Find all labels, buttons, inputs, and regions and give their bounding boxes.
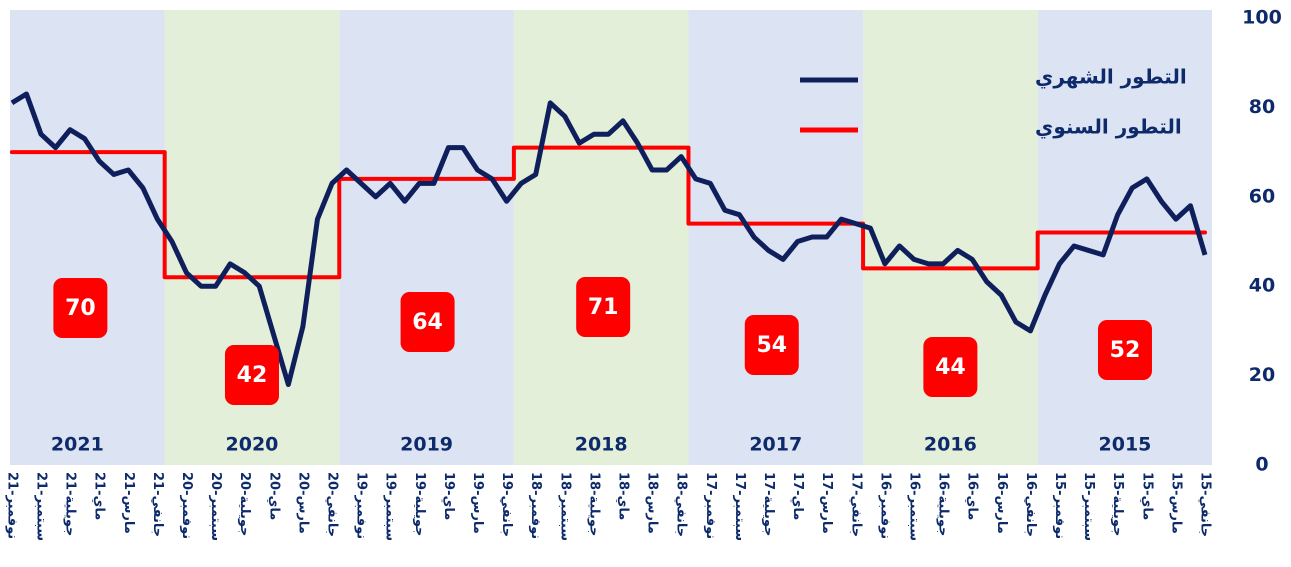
year-band — [688, 10, 864, 465]
x-tick-label: نوفمبر-16 — [877, 472, 892, 539]
year-band — [513, 10, 689, 465]
y-tick-label: 0 — [1255, 454, 1268, 476]
x-tick-label: سبتمبر-18 — [557, 472, 572, 541]
x-tick-label: ماي-21 — [92, 472, 107, 520]
y-tick-label: 40 — [1249, 275, 1275, 297]
x-tick-label: مارس-17 — [819, 472, 834, 534]
year-band — [339, 10, 514, 465]
value-box — [923, 337, 978, 397]
value-box-label: 52 — [1110, 338, 1141, 363]
x-tick-label: مارس-16 — [994, 472, 1009, 534]
x-tick-label: نوفمبر-21 — [4, 472, 19, 539]
year-label: 2020 — [226, 434, 279, 456]
year-label: 2018 — [575, 434, 628, 456]
x-tick-label: مارس-18 — [645, 472, 660, 534]
year-label: 2021 — [51, 434, 104, 456]
x-tick-label: سبتمبر-19 — [383, 472, 398, 541]
year-label: 2019 — [400, 434, 453, 456]
x-tick-label: جويلية-19 — [412, 472, 427, 536]
x-tick-label: جانفي-17 — [848, 472, 863, 537]
x-tick-label: جويلية-15 — [1110, 472, 1125, 536]
y-tick-label: 100 — [1242, 7, 1282, 29]
x-tick-label: مارس-19 — [470, 472, 485, 534]
x-tick-label: نوفمبر-19 — [354, 472, 369, 539]
value-box — [744, 315, 799, 375]
x-tick-label: جانفي-15 — [1198, 472, 1213, 537]
x-tick-label: مارس-15 — [1168, 472, 1183, 534]
x-tick-label: ماي-16 — [965, 472, 980, 520]
y-tick-label: 80 — [1249, 96, 1275, 118]
x-tick-label: سبتمبر-20 — [208, 472, 223, 541]
value-box-label: 71 — [588, 295, 619, 320]
x-tick-label: ماي-20 — [266, 472, 281, 520]
x-tick-label: جويلية-16 — [936, 472, 951, 536]
x-tick-label: نوفمبر-15 — [1052, 472, 1067, 539]
x-tick-label: سبتمبر-16 — [907, 472, 922, 541]
x-tick-label: مارس-20 — [295, 472, 310, 534]
monthly-line — [10, 91, 1208, 388]
legend-label: التطور السنوي — [1035, 115, 1182, 140]
x-tick-label: ماي-18 — [616, 472, 631, 520]
legend-label: التطور الشهري — [1035, 65, 1187, 90]
x-tick-label: نوفمبر-17 — [703, 472, 718, 539]
x-tick-label: جانفي-16 — [1023, 472, 1038, 537]
value-box — [576, 277, 631, 337]
value-box-label: 64 — [412, 310, 443, 335]
value-box — [224, 345, 279, 405]
x-tick-label: جانفي-20 — [325, 472, 340, 537]
x-tick-label: سبتمبر-15 — [1081, 472, 1096, 541]
y-tick-label: 60 — [1249, 185, 1275, 207]
value-box-label: 54 — [756, 333, 787, 358]
value-box-label: 44 — [935, 355, 966, 380]
x-tick-label: ماي-17 — [790, 472, 805, 520]
x-tick-label: سبتمبر-21 — [34, 472, 49, 541]
x-tick-label: نوفمبر-20 — [179, 472, 194, 539]
value-box — [53, 278, 108, 338]
x-tick-label: سبتمبر-17 — [732, 472, 747, 541]
year-label: 2016 — [924, 434, 977, 456]
year-label: 2017 — [749, 434, 802, 456]
value-box — [400, 292, 455, 352]
value-box — [1097, 320, 1152, 380]
x-tick-label: جويلية-21 — [63, 472, 78, 536]
year-band — [1037, 10, 1212, 465]
x-tick-label: ماي-15 — [1139, 472, 1154, 520]
x-tick-label: جويلية-20 — [237, 472, 252, 536]
x-tick-label: مارس-21 — [121, 472, 136, 534]
x-tick-label: جويلية-18 — [586, 472, 601, 536]
x-tick-label: جانفي-21 — [150, 472, 165, 537]
x-tick-label: جانفي-19 — [499, 472, 514, 537]
x-tick-label: نوفمبر-18 — [528, 472, 543, 539]
value-box-label: 70 — [65, 296, 96, 321]
value-box-label: 42 — [237, 363, 268, 388]
x-tick-label: جويلية-17 — [761, 472, 776, 536]
y-tick-label: 20 — [1249, 364, 1275, 386]
x-tick-label: جانفي-18 — [674, 472, 689, 537]
year-label: 2015 — [1099, 434, 1152, 456]
x-tick-label: ماي-19 — [441, 472, 456, 520]
year-band — [10, 10, 165, 465]
